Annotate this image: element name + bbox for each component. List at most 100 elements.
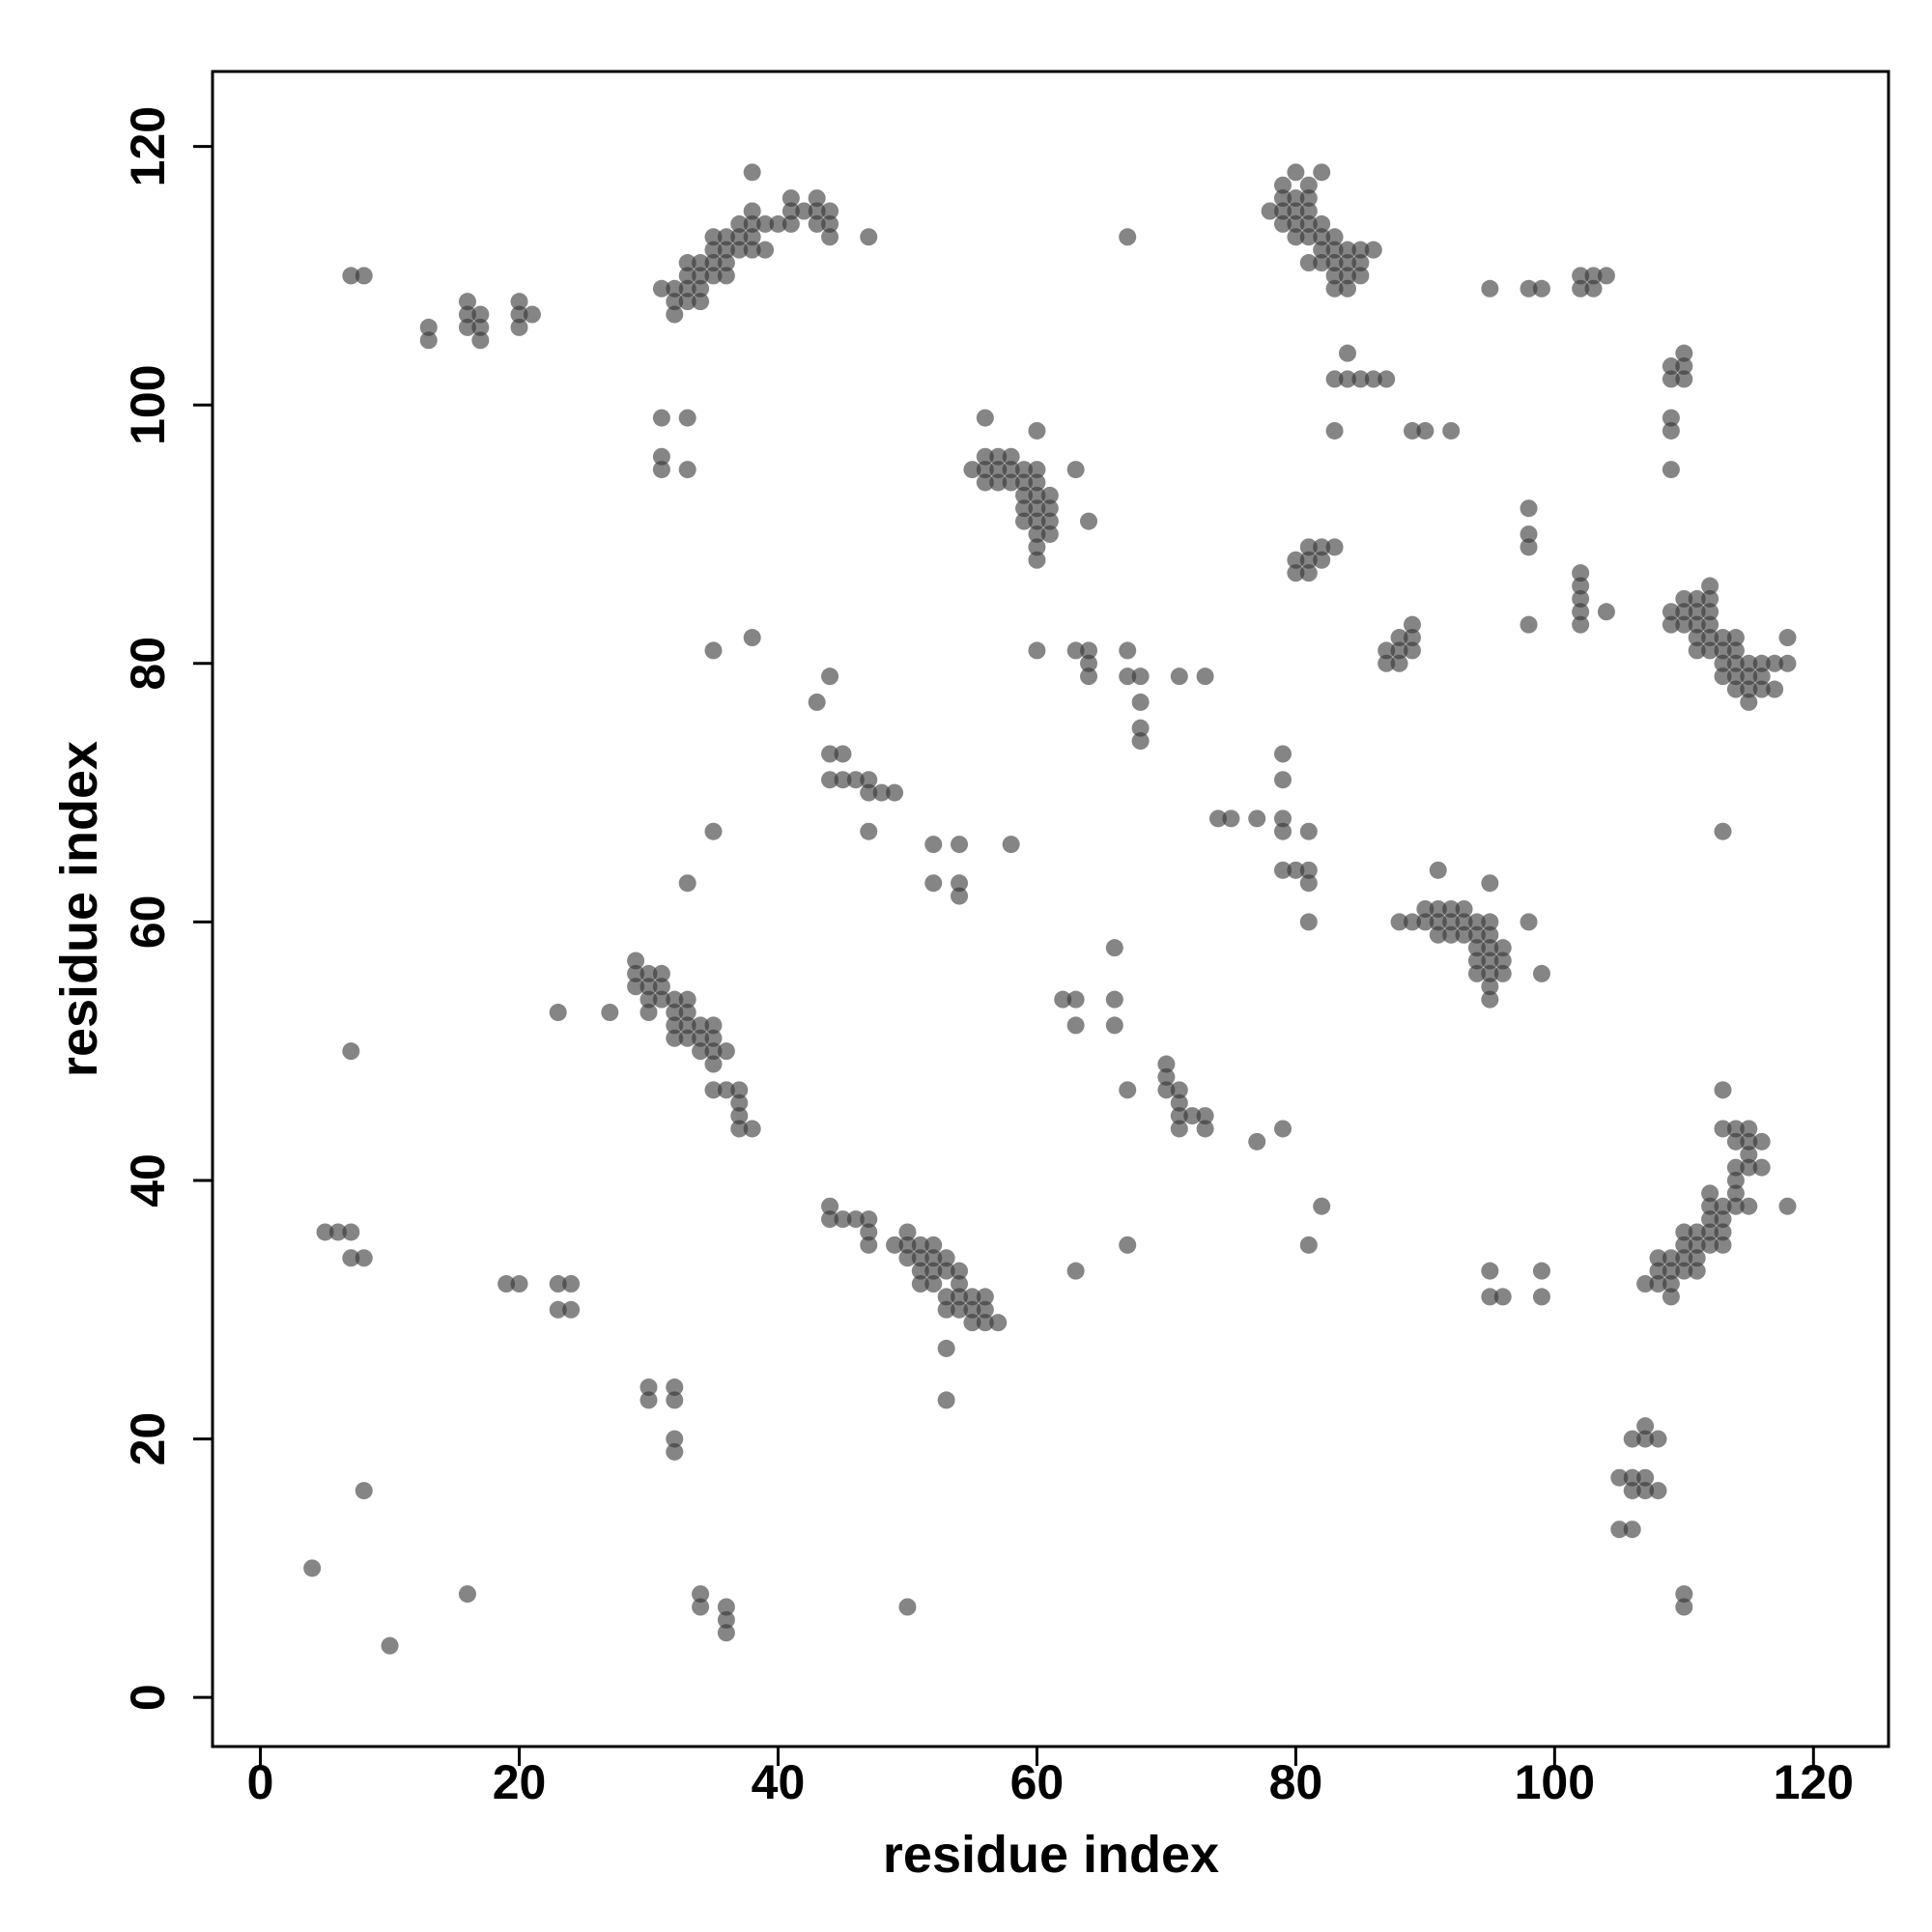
point (951, 1300, 969, 1319)
point (743, 214, 761, 233)
point (1429, 861, 1447, 879)
point (316, 1223, 334, 1241)
point (1416, 900, 1435, 918)
point (1028, 551, 1046, 569)
point (1520, 499, 1538, 518)
point (704, 1081, 723, 1099)
point (692, 279, 710, 298)
point (678, 279, 696, 298)
point (1481, 964, 1499, 982)
point (678, 1004, 696, 1022)
point (692, 1029, 710, 1047)
point (1636, 1430, 1655, 1448)
point (1649, 1249, 1667, 1267)
point (1493, 952, 1512, 970)
point (1338, 254, 1356, 272)
point (342, 1249, 360, 1267)
point (639, 1004, 658, 1022)
point (678, 990, 696, 1009)
y-tick-label: 100 (121, 364, 175, 444)
point (1701, 1210, 1719, 1229)
point (1299, 861, 1318, 879)
point (510, 305, 528, 324)
y-tick-label: 120 (121, 106, 175, 186)
point (1675, 1598, 1693, 1616)
point (1338, 370, 1356, 388)
point (1701, 1184, 1719, 1203)
point (1273, 771, 1292, 789)
point (303, 1559, 322, 1577)
point (1325, 267, 1344, 285)
point (924, 836, 943, 854)
point (1467, 913, 1486, 931)
point (549, 1275, 567, 1293)
point (666, 1016, 684, 1035)
point (769, 214, 787, 233)
point (743, 228, 761, 246)
point (678, 1016, 696, 1035)
point (1726, 1197, 1745, 1215)
point (937, 1262, 955, 1280)
point (821, 745, 839, 763)
point (1196, 1107, 1214, 1125)
point (924, 1236, 943, 1254)
point (1273, 189, 1292, 208)
point (924, 1262, 943, 1280)
point (730, 214, 749, 233)
point (1054, 990, 1072, 1009)
point (937, 1249, 955, 1267)
point (1532, 1262, 1550, 1280)
point (1714, 668, 1732, 686)
point (627, 978, 645, 996)
point (1740, 1158, 1758, 1177)
point (1313, 538, 1331, 556)
point (1455, 913, 1473, 931)
point (717, 254, 735, 272)
point (1080, 668, 1098, 686)
point (1532, 1288, 1550, 1306)
point (666, 1004, 684, 1022)
point (1766, 680, 1784, 698)
point (458, 305, 476, 324)
point (692, 1042, 710, 1061)
point (704, 267, 723, 285)
point (666, 1391, 684, 1409)
point (1390, 654, 1408, 672)
point (1028, 499, 1046, 518)
point (911, 1236, 929, 1254)
point (1002, 447, 1020, 466)
point (1287, 214, 1305, 233)
point (1675, 1262, 1693, 1280)
point (510, 318, 528, 336)
point (1481, 990, 1499, 1009)
point (1066, 1262, 1085, 1280)
point (1299, 822, 1318, 840)
point (1325, 421, 1344, 440)
point (1313, 241, 1331, 259)
point (355, 1249, 373, 1267)
point (1209, 810, 1227, 828)
point (730, 241, 749, 259)
point (1131, 732, 1150, 751)
point (1688, 1249, 1706, 1267)
point (1299, 189, 1318, 208)
point (860, 1236, 878, 1254)
point (1726, 1158, 1745, 1177)
x-tick-label: 120 (1774, 1755, 1854, 1809)
point (1287, 189, 1305, 208)
point (1105, 990, 1123, 1009)
point (1273, 810, 1292, 828)
point (1520, 538, 1538, 556)
point (1740, 693, 1758, 711)
point (1597, 267, 1615, 285)
point (1714, 1120, 1732, 1138)
point (666, 279, 684, 298)
point (678, 267, 696, 285)
y-tick-label: 20 (121, 1412, 175, 1466)
point (471, 318, 490, 336)
point (717, 1598, 735, 1616)
point (1778, 1197, 1797, 1215)
y-axis-title: residue index (50, 741, 108, 1077)
point (1662, 1262, 1680, 1280)
point (1040, 486, 1059, 504)
